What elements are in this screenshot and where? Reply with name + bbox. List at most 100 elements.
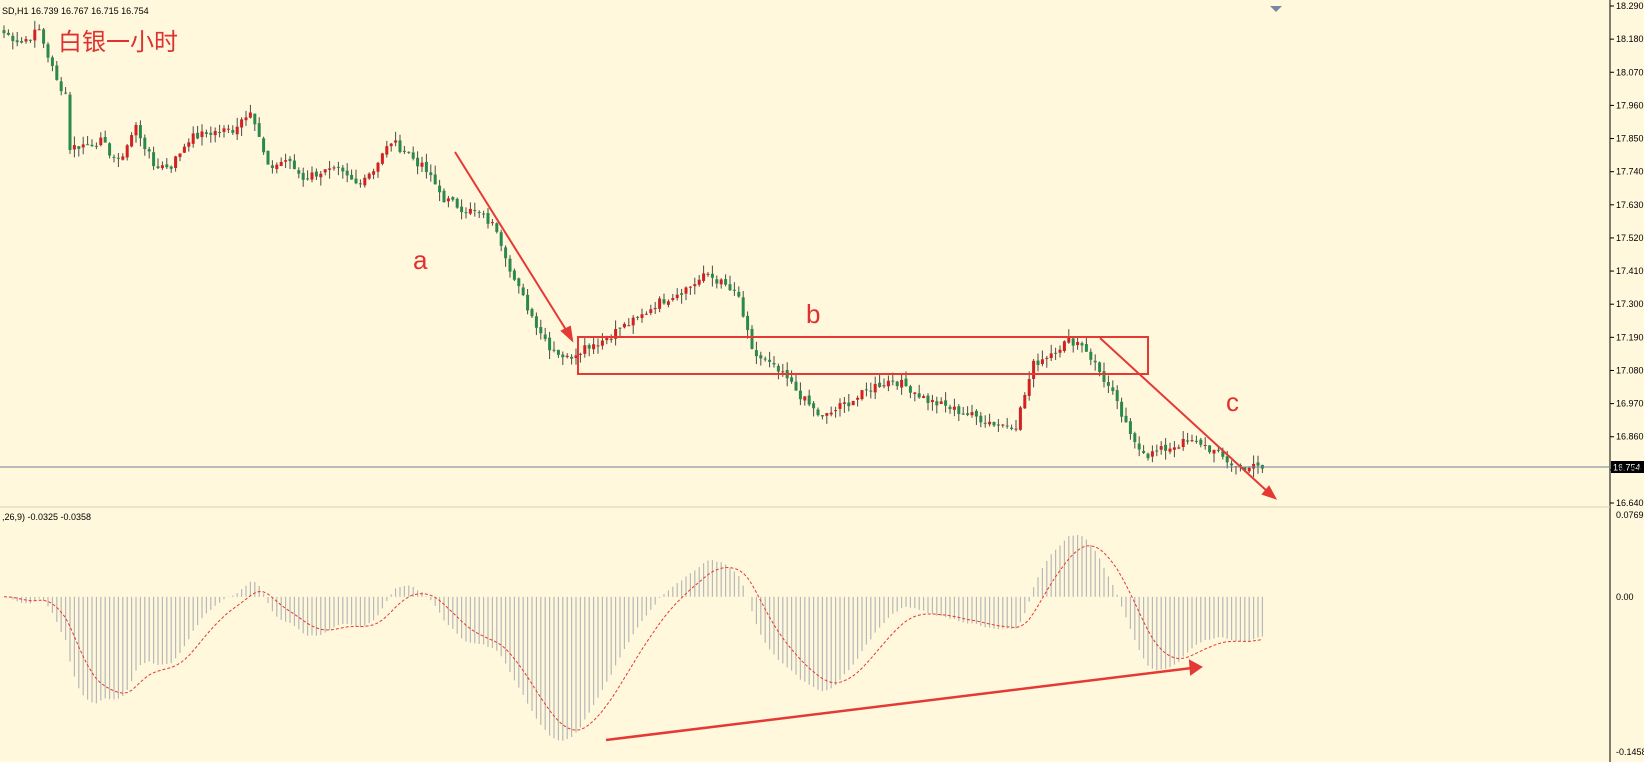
candle-body: [301, 172, 305, 180]
candle-body: [939, 401, 943, 404]
candle-body: [1194, 440, 1198, 442]
arrow-c-head: [1261, 485, 1278, 500]
candle-body: [504, 247, 508, 259]
candle-body: [636, 316, 640, 318]
candle-body: [609, 338, 613, 340]
candle-body: [763, 358, 767, 360]
candle-body: [394, 140, 398, 143]
candle-body: [486, 213, 490, 224]
candle-body: [1168, 448, 1172, 452]
candle-body: [64, 92, 68, 94]
wave-label-a: a: [413, 245, 428, 275]
candle-body: [473, 210, 477, 212]
candle-body: [147, 149, 151, 152]
candle-body: [1049, 353, 1053, 359]
candle-body: [222, 128, 226, 132]
candle-body: [1040, 359, 1044, 365]
macd-axis-ticks: 0.0769 0.00 -0.1458: [1616, 510, 1644, 757]
candle-body: [332, 167, 336, 169]
candle-body: [363, 177, 367, 186]
candle-body: [605, 338, 609, 341]
price-tick-label: 18.180: [1616, 34, 1644, 44]
wave-label-c: c: [1226, 387, 1239, 417]
candle-body: [574, 355, 578, 359]
candle-body: [275, 164, 279, 170]
candle-body: [873, 383, 877, 393]
candle-body: [741, 297, 745, 317]
candle-body: [798, 390, 802, 400]
candle-body: [622, 323, 626, 328]
candle-body: [548, 337, 552, 351]
candle-body: [864, 389, 868, 391]
candle-body: [81, 144, 85, 148]
candle-body: [1001, 424, 1005, 426]
candle-body: [1247, 467, 1251, 472]
candle-body: [512, 270, 516, 280]
candle-body: [1190, 440, 1194, 442]
candle-body: [935, 401, 939, 406]
candle-body: [204, 132, 208, 134]
candle-body: [103, 137, 107, 143]
candle-body: [1208, 445, 1212, 453]
candle-body: [856, 397, 860, 400]
candle-body: [1102, 371, 1106, 382]
candle-body: [24, 39, 28, 42]
candle-body: [253, 113, 257, 125]
candle-body: [77, 146, 81, 149]
candle-body: [455, 198, 459, 208]
candle-body: [1076, 342, 1080, 346]
candle-body: [134, 124, 138, 136]
candle-body: [768, 359, 772, 362]
candle-body: [11, 35, 15, 42]
candle-body: [310, 172, 314, 180]
candle-body: [988, 421, 992, 425]
candle-body: [732, 289, 736, 291]
candle-body: [1221, 451, 1225, 457]
candle-body: [420, 162, 424, 167]
candle-body: [499, 232, 503, 246]
candle-body: [644, 313, 648, 315]
consolidation-box: [577, 336, 1149, 375]
candle-body: [1199, 439, 1203, 445]
candle-body: [319, 173, 323, 178]
candle-body: [957, 406, 961, 415]
candle-body: [1023, 394, 1027, 409]
candle-body: [1230, 463, 1234, 466]
candle-body: [974, 410, 978, 417]
candle-body: [1005, 425, 1009, 427]
candle-body: [922, 396, 926, 399]
candle-body: [55, 65, 59, 80]
candle-body: [398, 140, 402, 153]
candle-body: [266, 150, 270, 165]
candle-body: [834, 410, 838, 412]
candle-body: [314, 171, 318, 177]
candle-body: [530, 309, 534, 317]
candle-body: [86, 144, 90, 146]
candle-body: [1155, 450, 1159, 452]
candle-body: [288, 158, 292, 162]
candle-body: [130, 135, 134, 147]
candle-body: [1252, 463, 1256, 469]
candle-body: [944, 400, 948, 406]
candle-body: [710, 273, 714, 278]
candle-body: [37, 29, 41, 31]
candle-body: [6, 32, 10, 35]
scroll-down-icon[interactable]: [1270, 6, 1282, 12]
candle-body: [262, 138, 266, 153]
candle-body: [213, 130, 217, 136]
candlestick-series: [2, 20, 1264, 478]
candle-body: [583, 345, 587, 354]
candle-body: [979, 415, 983, 423]
candle-body: [825, 413, 829, 416]
candle-body: [750, 328, 754, 349]
candle-body: [178, 153, 182, 158]
candle-body: [33, 29, 37, 41]
candle-body: [433, 174, 437, 185]
candle-body: [561, 354, 565, 358]
candle-body: [961, 413, 965, 415]
candle-body: [42, 29, 46, 44]
candle-body: [697, 279, 701, 285]
candle-body: [328, 168, 332, 170]
candle-body: [1111, 387, 1115, 392]
candle-body: [719, 279, 723, 285]
